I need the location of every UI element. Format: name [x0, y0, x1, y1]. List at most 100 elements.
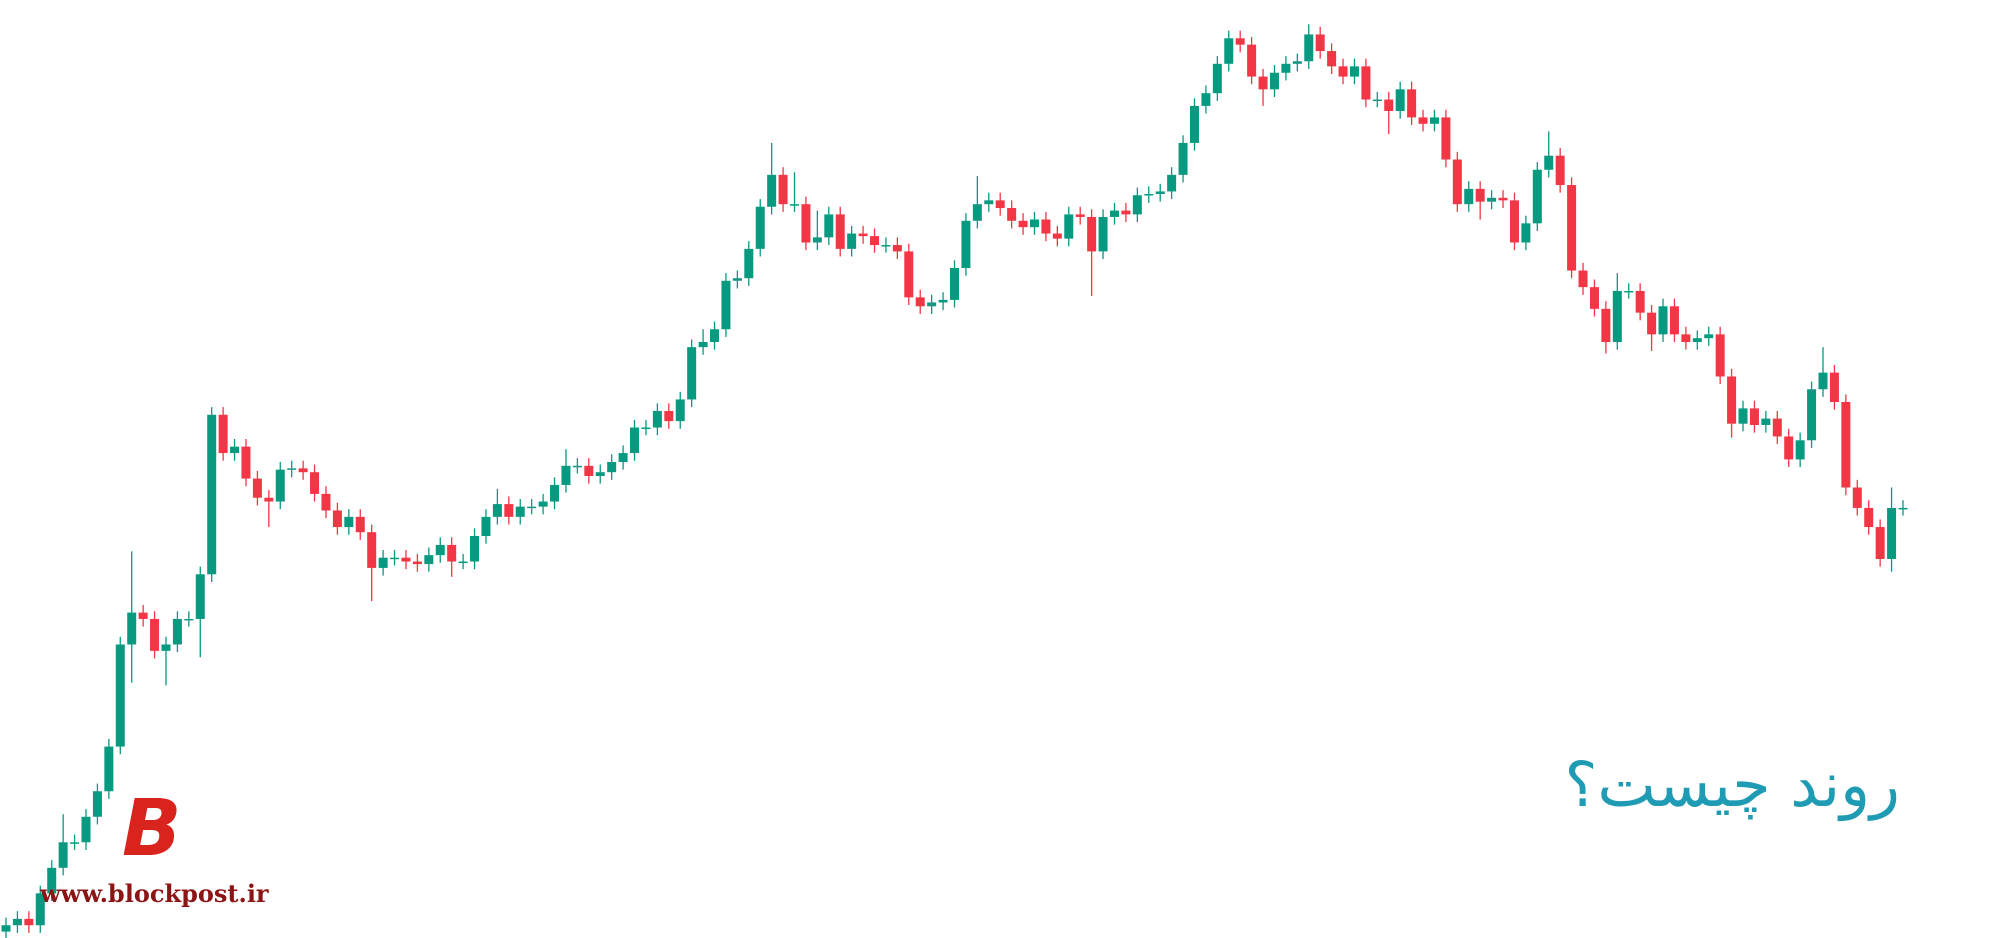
candle-body	[1464, 188, 1474, 205]
candle-body	[1658, 306, 1668, 335]
candle-body	[104, 746, 114, 792]
candle-body	[698, 342, 708, 348]
candle-body	[778, 174, 788, 205]
candle-body	[584, 465, 594, 477]
candle-body	[81, 816, 91, 843]
candle-body	[1281, 63, 1291, 73]
candle-body	[1315, 34, 1325, 52]
candle-body	[1612, 290, 1622, 343]
candle-body	[1327, 51, 1337, 67]
candle-body	[607, 461, 617, 473]
candle-body	[412, 561, 422, 565]
candle-body	[1155, 191, 1165, 194]
candle-body	[241, 446, 251, 479]
candle-body	[1532, 169, 1542, 224]
candle-body	[1361, 66, 1371, 100]
candle-body	[1624, 290, 1634, 293]
candle-body	[870, 236, 880, 246]
candle-body	[1761, 418, 1771, 425]
candle-body	[481, 516, 491, 536]
candle-body	[1018, 220, 1028, 228]
candle-body	[927, 302, 937, 307]
candle-body	[310, 472, 320, 494]
candle-body	[1475, 188, 1485, 202]
candle-body	[710, 329, 720, 343]
candle-body	[1864, 507, 1874, 528]
candle-body	[858, 233, 868, 237]
logo-url: www.blockpost.ir	[40, 879, 269, 908]
candle-body	[1647, 312, 1657, 335]
candle-body	[332, 510, 342, 528]
candle-body	[1132, 195, 1142, 215]
candle-body	[390, 557, 400, 560]
candle-body	[1441, 117, 1451, 160]
candle-body	[1098, 216, 1108, 252]
candle-body	[12, 918, 22, 926]
candle-body	[1304, 34, 1314, 62]
candle-body	[1178, 142, 1188, 175]
candle-body	[824, 214, 834, 238]
candle-body	[447, 544, 457, 562]
candle-body	[1212, 63, 1222, 94]
candle-body	[550, 484, 560, 502]
candle-body	[1601, 308, 1611, 343]
candle-body	[127, 612, 137, 645]
candle-body	[24, 918, 34, 926]
candle-body	[1109, 210, 1119, 217]
candle-body	[1395, 89, 1405, 112]
candle-body	[1829, 372, 1839, 402]
candle-body	[1075, 214, 1085, 217]
candle-body	[1818, 372, 1828, 390]
candle-body	[1704, 334, 1714, 339]
candle-body	[984, 200, 994, 205]
candle-body	[767, 174, 777, 207]
candle-body	[172, 618, 182, 645]
candle-body	[675, 399, 685, 422]
candle-body	[1189, 105, 1199, 143]
candle-body	[1372, 99, 1382, 102]
candle-body	[1784, 436, 1794, 460]
candle-body	[915, 297, 925, 307]
candle-body	[1692, 338, 1702, 343]
candle-body	[1247, 44, 1257, 77]
candle-body	[35, 893, 45, 926]
candle-body	[138, 612, 148, 619]
candle-body	[755, 206, 765, 249]
candle-body	[1727, 376, 1737, 424]
candle-body	[1749, 408, 1759, 425]
candle-body	[1269, 72, 1279, 90]
candle-body	[595, 472, 605, 477]
candle-body	[367, 532, 377, 568]
candle-body	[1898, 507, 1908, 510]
candle-body	[504, 504, 514, 517]
candle-body	[207, 414, 217, 575]
candle-body	[812, 237, 822, 243]
candle-body	[961, 220, 971, 268]
candle-body	[1544, 155, 1554, 170]
candle-body	[401, 557, 411, 562]
candle-body	[1498, 197, 1508, 201]
candle-body	[527, 506, 537, 509]
candle-body	[1121, 210, 1131, 215]
candle-body	[572, 465, 582, 468]
candle-body	[1292, 61, 1302, 64]
candle-body	[1029, 219, 1039, 228]
candle-body	[470, 536, 480, 562]
candle-body	[732, 278, 742, 281]
candle-body	[435, 544, 445, 556]
candle-body	[641, 427, 651, 430]
candle-body	[1807, 389, 1817, 441]
candle-body	[892, 245, 902, 252]
candle-body	[972, 204, 982, 221]
candle-body	[1144, 193, 1154, 196]
candle-body	[230, 446, 240, 454]
candle-body	[1567, 185, 1577, 271]
candle-body	[184, 618, 194, 621]
candle-body	[1841, 402, 1851, 488]
candle-body	[687, 347, 697, 400]
candle-body	[1235, 38, 1245, 45]
candle-body	[561, 465, 571, 485]
candle-body	[458, 561, 468, 564]
